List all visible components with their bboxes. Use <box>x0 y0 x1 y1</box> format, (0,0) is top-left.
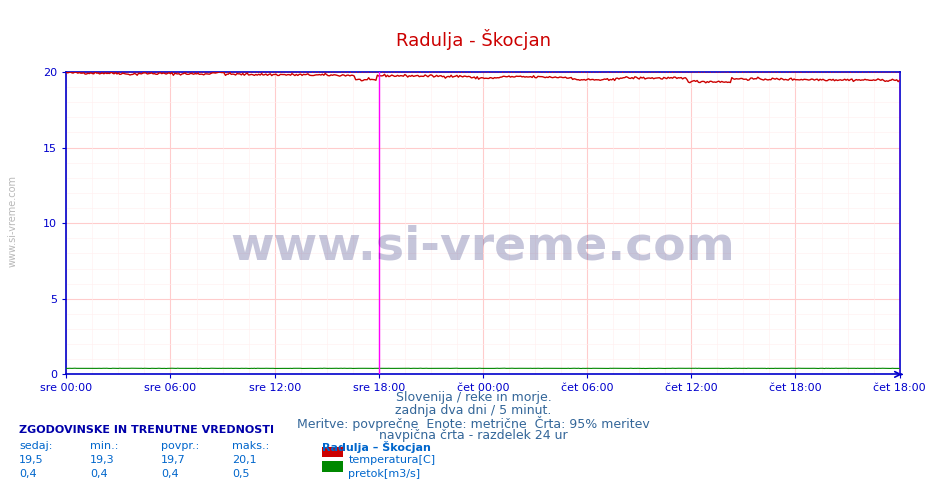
Text: maks.:: maks.: <box>232 441 269 451</box>
Text: povpr.:: povpr.: <box>161 441 199 451</box>
Text: 0,5: 0,5 <box>232 469 249 480</box>
Text: 19,5: 19,5 <box>19 455 44 465</box>
Text: 19,7: 19,7 <box>161 455 186 465</box>
Text: 20,1: 20,1 <box>232 455 257 465</box>
Text: Meritve: povprečne  Enote: metrične  Črta: 95% meritev: Meritve: povprečne Enote: metrične Črta:… <box>297 416 650 431</box>
Text: sedaj:: sedaj: <box>19 441 52 451</box>
Text: navpična črta - razdelek 24 ur: navpična črta - razdelek 24 ur <box>379 429 568 442</box>
Text: Slovenija / reke in morje.: Slovenija / reke in morje. <box>396 391 551 404</box>
Text: 0,4: 0,4 <box>19 469 37 480</box>
Text: 0,4: 0,4 <box>161 469 179 480</box>
Text: min.:: min.: <box>90 441 118 451</box>
Text: 0,4: 0,4 <box>90 469 108 480</box>
Text: pretok[m3/s]: pretok[m3/s] <box>348 469 420 480</box>
Text: www.si-vreme.com: www.si-vreme.com <box>231 225 735 270</box>
Text: www.si-vreme.com: www.si-vreme.com <box>8 175 17 267</box>
Text: zadnja dva dni / 5 minut.: zadnja dva dni / 5 minut. <box>395 404 552 417</box>
Text: ZGODOVINSKE IN TRENUTNE VREDNOSTI: ZGODOVINSKE IN TRENUTNE VREDNOSTI <box>19 425 274 435</box>
Text: Radulja – Škocjan: Radulja – Škocjan <box>322 441 431 453</box>
Text: Radulja - Škocjan: Radulja - Škocjan <box>396 29 551 50</box>
Text: temperatura[C]: temperatura[C] <box>348 455 436 465</box>
Text: 19,3: 19,3 <box>90 455 115 465</box>
